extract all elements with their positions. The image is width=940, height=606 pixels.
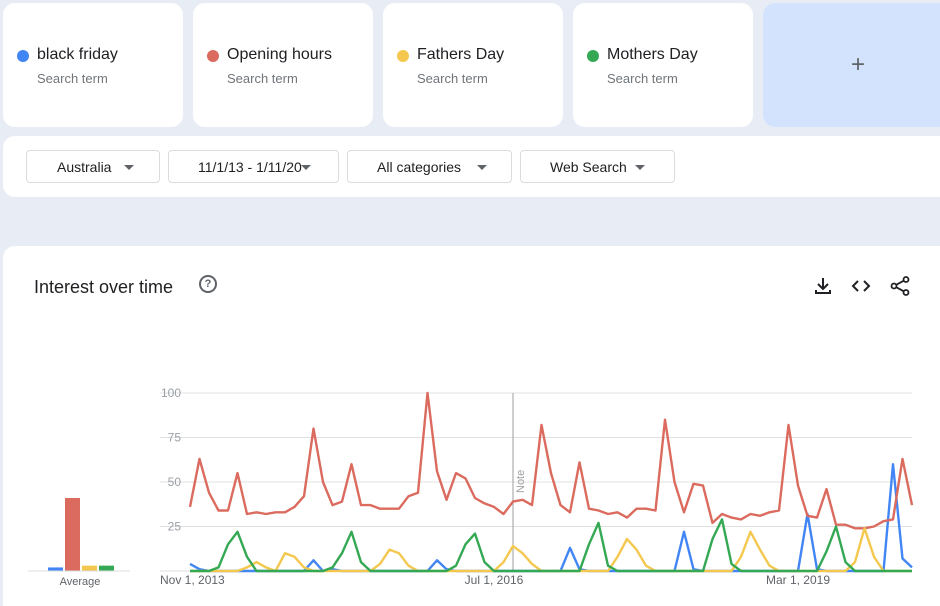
y-tick-label: 75 — [168, 431, 182, 445]
x-tick-label: Mar 1, 2019 — [766, 573, 830, 587]
category-dropdown[interactable]: All categories — [347, 150, 512, 183]
y-tick-label: 25 — [168, 520, 182, 534]
search-type-label: Web Search — [550, 158, 627, 175]
share-icon[interactable] — [889, 275, 911, 297]
series-line-black-friday — [189, 463, 913, 573]
term-name[interactable]: Opening hours — [227, 46, 332, 63]
plus-icon: + — [850, 51, 865, 78]
term-card-black-friday[interactable]: black friday Search term — [3, 3, 183, 127]
x-tick-label: Nov 1, 2013 — [160, 573, 225, 587]
average-bar-mothers-day — [99, 565, 114, 571]
term-subtitle: Search term — [37, 71, 108, 86]
category-label: All categories — [377, 158, 462, 175]
term-card-mothers-day[interactable]: Mothers Day Search term — [573, 3, 753, 127]
note-label: Note — [515, 470, 527, 493]
term-name[interactable]: black friday — [37, 46, 118, 63]
chevron-down-icon — [477, 165, 487, 170]
y-tick-label: 50 — [168, 475, 182, 489]
term-name[interactable]: Fathers Day — [417, 46, 505, 63]
average-bar-black-friday — [48, 567, 63, 571]
x-tick-label: Jul 1, 2016 — [465, 573, 524, 587]
term-name[interactable]: Mothers Day — [607, 46, 698, 63]
y-tick-label: 100 — [161, 386, 181, 400]
filter-bar: Australia 11/1/13 - 1/11/20 All categori… — [3, 136, 940, 197]
average-bar-fathers-day — [82, 565, 97, 571]
region-dropdown[interactable]: Australia — [26, 150, 160, 183]
term-subtitle: Search term — [607, 71, 678, 86]
average-bar-opening-hours — [65, 498, 80, 571]
average-label: Average — [60, 576, 101, 588]
term-color-dot — [587, 50, 599, 62]
date-range-dropdown[interactable]: 11/1/13 - 1/11/20 — [168, 150, 339, 183]
chevron-down-icon — [124, 165, 134, 170]
region-label: Australia — [57, 158, 112, 175]
chevron-down-icon — [301, 165, 311, 170]
term-subtitle: Search term — [227, 71, 298, 86]
embed-icon[interactable] — [850, 275, 872, 297]
term-color-dot — [207, 50, 219, 62]
search-type-dropdown[interactable]: Web Search — [520, 150, 675, 183]
download-icon[interactable] — [812, 275, 834, 297]
chevron-down-icon — [635, 165, 645, 170]
term-color-dot — [397, 50, 409, 62]
term-card-opening-hours[interactable]: Opening hours Search term — [193, 3, 373, 127]
term-color-dot — [17, 50, 29, 62]
series-line-opening-hours — [188, 391, 914, 530]
series-line-mothers-day — [190, 518, 912, 573]
panel-title: Interest over time — [34, 277, 174, 297]
term-card-fathers-day[interactable]: Fathers Day Search term — [383, 3, 563, 127]
term-subtitle: Search term — [417, 71, 488, 86]
help-icon[interactable]: ? — [199, 275, 217, 293]
add-term-button[interactable]: + — [763, 3, 940, 127]
interest-over-time-panel: Interest over time ? — [3, 246, 940, 606]
date-range-label: 11/1/13 - 1/11/20 — [198, 158, 302, 175]
